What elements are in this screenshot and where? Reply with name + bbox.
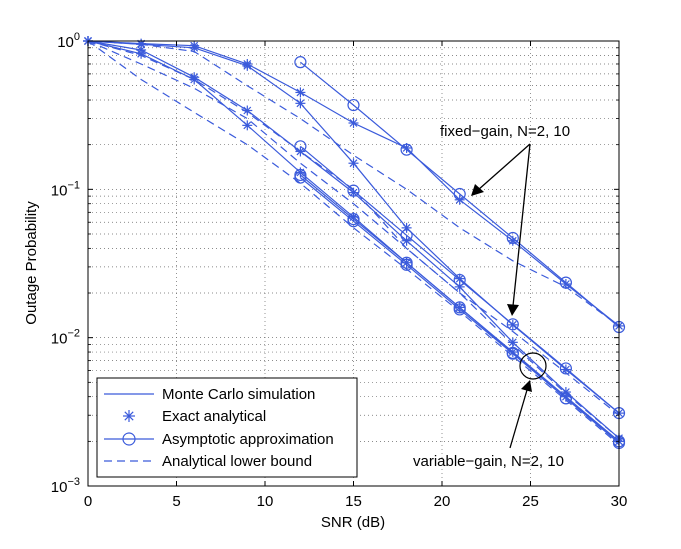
star-marker (136, 48, 147, 59)
circle-marker (294, 56, 307, 69)
star-marker (295, 98, 306, 109)
annotation-variable-gain: variable−gain, N=2, 10 (413, 453, 564, 470)
circle-marker (559, 362, 573, 375)
star-marker (295, 87, 306, 98)
star-marker (348, 187, 359, 198)
x-tick-label: 15 (345, 493, 362, 510)
star-marker (348, 158, 359, 169)
circle-marker (347, 98, 360, 112)
star-marker (242, 60, 253, 71)
star-marker (401, 235, 412, 246)
tick-labels: 0 5 10 15 20 25 30 100 10−1 10−2 10−3 (51, 31, 628, 510)
x-tick-label: 30 (611, 493, 628, 510)
annotation-fixed-gain: fixed−gain, N=2, 10 (440, 123, 570, 140)
circle-marker (559, 276, 573, 289)
arrow-variable-gain-head (521, 380, 532, 392)
lower-bound-line-11 (87, 40, 620, 446)
legend-swatch-star (123, 410, 135, 422)
star-marker (560, 391, 571, 402)
x-tick-label: 5 (172, 493, 180, 510)
star-marker (507, 337, 518, 348)
circle-marker (453, 303, 466, 316)
star-marker (560, 279, 571, 290)
circle-marker (294, 171, 307, 184)
circle-marker (453, 187, 466, 201)
legend-label-lower-bound: Analytical lower bound (162, 453, 312, 470)
arrow-variable-gain-shaft (509, 389, 528, 449)
circle-marker (506, 318, 519, 331)
circle-marker (506, 347, 519, 360)
lower-bound-line-10 (87, 40, 620, 439)
star-marker (295, 146, 306, 157)
star-marker (454, 281, 465, 292)
arrow-fixed-gain-n10-shaft (512, 143, 531, 307)
star-marker (189, 42, 200, 53)
circle-marker (347, 215, 360, 228)
y-tick-label: 10−2 (51, 328, 80, 348)
data-series (83, 36, 626, 450)
arrow-fixed-gain-n2-head (471, 184, 484, 196)
circle-marker (400, 258, 413, 271)
series-line-1 (300, 61, 620, 328)
star-marker (189, 74, 200, 85)
star-marker (242, 120, 253, 131)
arrow-fixed-gain-n2-shaft (477, 143, 531, 191)
star-marker (348, 118, 359, 129)
arrow-fixed-gain-n10-head (507, 304, 519, 316)
lower-bound-line-8 (87, 40, 620, 327)
annotations: fixed−gain, N=2, 10 variable−gain, N=2, … (413, 123, 570, 470)
y-tick-label: 10−1 (51, 179, 80, 199)
x-tick-label: 25 (522, 493, 539, 510)
legend-label-asymptotic: Asymptotic approximation (162, 431, 334, 448)
series-line-7 (300, 177, 620, 444)
x-tick-label: 0 (84, 493, 92, 510)
x-axis-label: SNR (dB) (321, 514, 385, 531)
legend-label-exact-analytical: Exact analytical (162, 408, 266, 425)
circle-marker (559, 392, 573, 405)
y-tick-label: 10−3 (51, 476, 80, 496)
variable-gain-highlight-circle (519, 352, 547, 380)
legend-label-monte-carlo: Monte Carlo simulation (162, 386, 315, 403)
x-tick-label: 10 (257, 493, 274, 510)
star-marker (401, 142, 412, 153)
y-tick-label: 100 (57, 31, 80, 51)
legend: Monte Carlo simulation Exact analytical … (96, 377, 358, 478)
star-marker (242, 105, 253, 116)
x-tick-label: 20 (434, 493, 451, 510)
legend-swatch-circle (104, 432, 154, 446)
y-axis-label: Outage Probability (23, 201, 40, 325)
circle-marker (506, 231, 519, 245)
star-marker (560, 364, 571, 375)
circle-marker (400, 143, 413, 156)
